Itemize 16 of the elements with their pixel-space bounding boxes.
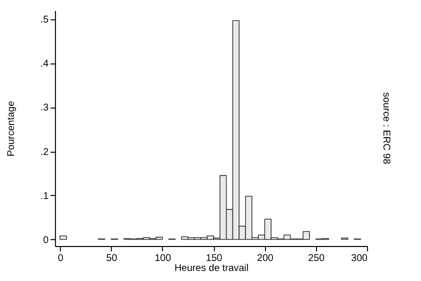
x-tick-label: 150 [206,253,223,264]
x-axis-title: Heures de travail [174,263,249,274]
y-tick-label: .3 [40,102,50,114]
x-tick-label: 100 [154,253,172,264]
y-tick-label: .4 [40,58,50,70]
x-tick-label: 300 [351,253,368,264]
y-tick-label: .5 [40,14,50,26]
y-tick-label: 0 [43,234,50,246]
y-tick-label: .2 [40,146,49,158]
x-tick-label: 0 [58,253,64,264]
y-tick-label: .1 [40,190,49,202]
x-tick-label: 200 [257,253,274,264]
x-tick-label: 250 [308,253,326,264]
y-axis-title: Pourcentage [6,100,17,156]
source-note: source : ERC 98 [380,92,392,165]
x-tick-label: 50 [106,253,118,264]
